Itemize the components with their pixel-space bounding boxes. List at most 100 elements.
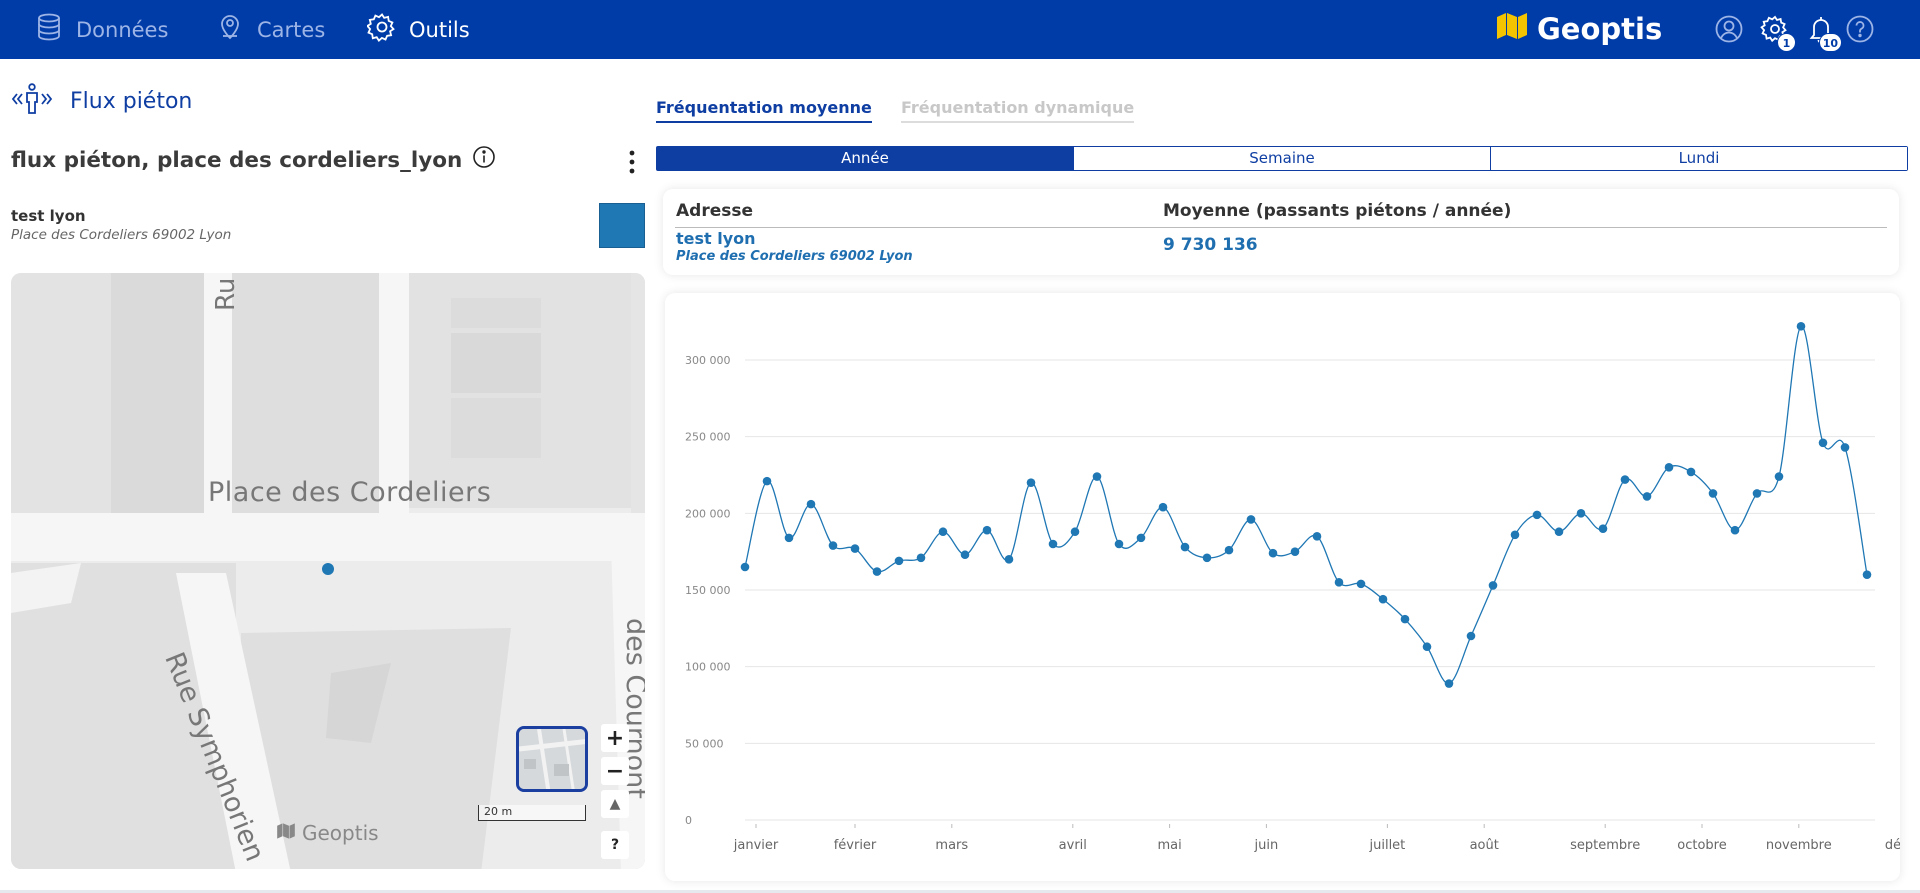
- nav-label: Outils: [409, 17, 470, 42]
- panel-title: Flux piéton: [70, 88, 193, 114]
- y-tick-label: 300 000: [685, 354, 731, 367]
- series-color-swatch[interactable]: [599, 203, 645, 248]
- data-point: [1026, 478, 1036, 487]
- map-place-label: Place des Cordeliers: [208, 477, 492, 508]
- data-point: [1818, 438, 1828, 448]
- nav-item-donnees[interactable]: Données: [34, 0, 168, 59]
- data-point: [1620, 475, 1630, 484]
- data-point: [982, 525, 992, 535]
- y-tick-label: 150 000: [685, 584, 731, 597]
- data-point: [1422, 642, 1432, 652]
- data-point: [1730, 525, 1740, 535]
- database-icon: [34, 12, 64, 47]
- settings-notification-icon[interactable]: 1: [1760, 14, 1796, 52]
- data-point: [1070, 527, 1080, 537]
- data-point: [806, 499, 816, 509]
- period-annee[interactable]: Année: [657, 147, 1074, 170]
- x-tick-label: février: [834, 838, 877, 853]
- data-point: [1202, 553, 1212, 563]
- dataset-title-text: flux piéton, place des cordeliers_lyon: [11, 147, 463, 173]
- data-point: [828, 541, 838, 550]
- x-tick-label: octobre: [1677, 838, 1726, 853]
- dataset-title: flux piéton, place des cordeliers_lyon: [11, 145, 496, 175]
- bell-icon[interactable]: 10: [1806, 14, 1842, 52]
- x-tick-label: septembre: [1570, 838, 1640, 853]
- nav-item-cartes[interactable]: Cartes: [215, 0, 325, 59]
- data-point: [1708, 489, 1718, 498]
- map-brand: Geoptis: [276, 821, 379, 845]
- x-tick-label: mai: [1157, 838, 1181, 853]
- data-point: [1004, 555, 1014, 564]
- period-semaine[interactable]: Semaine: [1074, 147, 1491, 170]
- data-point: [1224, 545, 1234, 555]
- y-tick-label: 200 000: [685, 507, 731, 520]
- map-view[interactable]: Place des Cordeliers Ru Rue Symphorien d…: [11, 273, 645, 869]
- data-point: [1444, 679, 1454, 688]
- nav-item-outils[interactable]: Outils: [366, 0, 470, 59]
- y-tick-label: 50 000: [685, 737, 724, 750]
- info-icon[interactable]: [472, 145, 496, 175]
- y-tick-label: 250 000: [685, 431, 731, 444]
- chart-card: 0 50 000 100 000 150 000 200 000 250 000 300 0…: [665, 293, 1920, 881]
- brand-logo[interactable]: Geoptis: [1495, 10, 1662, 48]
- tab-frequentation-dynamique[interactable]: Fréquentation dynamique: [901, 98, 1135, 123]
- data-point: [1466, 631, 1476, 641]
- data-point: [1334, 578, 1344, 587]
- period-lundi[interactable]: Lundi: [1491, 147, 1907, 170]
- row-location-address: Place des Cordeliers 69002 Lyon: [676, 249, 913, 264]
- col-mean-header: Moyenne (passants piétons / année): [1163, 201, 1512, 221]
- map-scale: 20 m: [478, 805, 586, 821]
- more-options-icon[interactable]: [620, 148, 644, 176]
- y-tick-label: 0: [685, 814, 692, 827]
- data-point: [1180, 542, 1190, 552]
- data-point: [784, 533, 794, 543]
- data-point: [1774, 472, 1784, 481]
- table-divider: [675, 227, 1887, 228]
- help-icon[interactable]: [1845, 14, 1875, 44]
- data-point: [1400, 614, 1410, 624]
- data-point: [1554, 527, 1564, 537]
- settings-badge: 1: [1777, 33, 1796, 52]
- summary-table: Adresse Moyenne (passants piétons / anné…: [663, 189, 1899, 275]
- x-tick-label: avril: [1059, 838, 1087, 853]
- data-point: [1378, 594, 1388, 604]
- data-point: [850, 544, 860, 553]
- x-tick-label: août: [1470, 838, 1499, 853]
- tab-frequentation-moyenne[interactable]: Fréquentation moyenne: [656, 98, 872, 123]
- data-point: [1114, 539, 1124, 549]
- map-brand-name: Geoptis: [302, 821, 379, 845]
- data-point: [1598, 524, 1608, 533]
- pedestrian-collapse-icon[interactable]: [10, 82, 54, 120]
- map-logo-icon: [276, 821, 296, 845]
- data-point: [1136, 533, 1146, 543]
- map-logo-icon: [1495, 11, 1529, 48]
- location-name: test lyon: [11, 207, 86, 225]
- user-icon[interactable]: [1714, 14, 1744, 44]
- data-point: [1488, 581, 1498, 590]
- x-tick-label: mars: [935, 838, 968, 853]
- data-point: [1290, 547, 1300, 556]
- zoom-out-button[interactable]: −: [601, 757, 629, 785]
- data-point: [1158, 502, 1168, 512]
- nav-label: Données: [76, 17, 169, 42]
- map-help-button[interactable]: ?: [601, 831, 629, 859]
- data-point: [938, 527, 948, 537]
- nav-label: Cartes: [257, 17, 326, 42]
- line-chart: 0 50 000 100 000 150 000 200 000 250 000 300 0…: [685, 321, 1920, 853]
- zoom-in-button[interactable]: +: [601, 724, 629, 752]
- data-point: [1246, 515, 1256, 524]
- minimap[interactable]: [516, 726, 588, 792]
- north-arrow-icon[interactable]: ▲: [601, 790, 629, 818]
- data-point: [1092, 472, 1102, 481]
- bottom-border: [0, 890, 1920, 893]
- panel-header: Flux piéton: [10, 82, 192, 120]
- map-pin-icon: [215, 12, 245, 47]
- data-point: [1576, 509, 1586, 518]
- data-point: [1268, 548, 1278, 558]
- x-tick-label: juin: [1254, 838, 1279, 853]
- data-point: [1312, 532, 1322, 541]
- location-address: Place des Cordeliers 69002 Lyon: [11, 227, 232, 243]
- row-location-name: test lyon: [676, 229, 756, 248]
- data-point: [872, 567, 882, 576]
- data-point: [740, 562, 750, 572]
